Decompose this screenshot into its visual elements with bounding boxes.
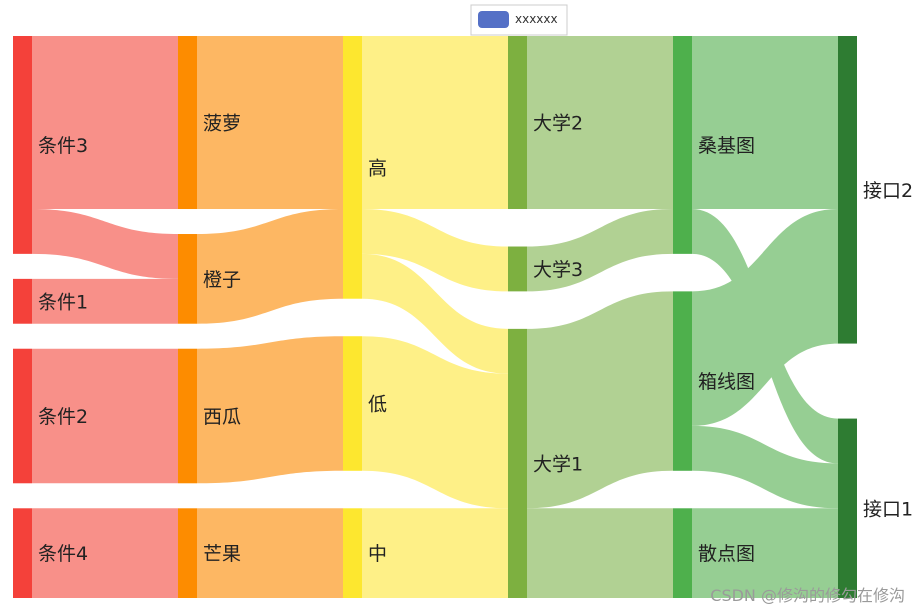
sankey-link[interactable] [692,209,838,426]
watermark: CSDN @修沟的修勾在修沟 [710,586,905,605]
sankey-link[interactable] [32,278,178,324]
sankey-links [32,36,838,598]
sankey-link[interactable] [32,348,178,484]
sankey-link[interactable] [692,425,838,509]
sankey-link[interactable] [362,36,508,210]
sankey-node-label: 大学1 [533,453,583,475]
sankey-link[interactable] [197,36,343,210]
sankey-node-label: 高 [368,157,387,179]
sankey-node-label: 低 [368,394,387,416]
sankey-node[interactable] [508,328,527,598]
sankey-node[interactable] [838,36,857,344]
sankey-link[interactable] [362,508,508,598]
sankey-node-label: 条件4 [38,543,88,565]
sankey-node-label: 菠萝 [203,113,241,135]
sankey-link[interactable] [197,508,343,598]
sankey-link[interactable] [362,336,508,509]
sankey-node[interactable] [508,36,527,210]
sankey-node[interactable] [178,348,197,484]
sankey-node-label: 西瓜 [203,406,241,428]
sankey-link[interactable] [527,36,673,210]
sankey-link[interactable] [692,36,838,210]
sankey-node[interactable] [13,278,32,324]
sankey-link[interactable] [527,508,673,598]
sankey-node-label: 橙子 [203,269,241,291]
sankey-node[interactable] [13,508,32,598]
sankey-node-label: 中 [368,543,387,565]
sankey-node-label: 接口2 [863,180,913,202]
sankey-node[interactable] [343,336,362,471]
legend-swatch[interactable] [478,11,509,28]
sankey-node-label: 散点图 [698,543,755,565]
sankey-link[interactable] [197,336,343,484]
sankey-node-label: 箱线图 [698,371,755,393]
sankey-node-label: 大学3 [533,259,583,281]
sankey-node-label: 桑基图 [698,135,755,157]
sankey-link[interactable] [32,209,178,279]
sankey-node[interactable] [673,36,692,254]
sankey-node[interactable] [838,418,857,598]
sankey-node[interactable] [673,291,692,471]
sankey-link[interactable] [32,36,178,210]
sankey-node[interactable] [13,36,32,254]
sankey-node-label: 条件3 [38,135,88,157]
sankey-node-label: 大学2 [533,113,583,135]
sankey-node[interactable] [178,234,197,324]
sankey-nodes [13,36,857,598]
sankey-link[interactable] [362,209,508,292]
sankey-node-label: 接口1 [863,498,913,520]
sankey-link[interactable] [527,209,673,292]
sankey-node-label: 芒果 [203,543,241,565]
sankey-link[interactable] [362,253,508,374]
sankey-link[interactable] [527,291,673,509]
sankey-node[interactable] [673,508,692,598]
sankey-node-label: 条件2 [38,406,88,428]
sankey-node[interactable] [343,36,362,299]
sankey-node-label: 条件1 [38,291,88,313]
legend[interactable]: xxxxxx [470,4,568,36]
sankey-node[interactable] [13,348,32,484]
sankey-node[interactable] [178,508,197,598]
legend-label[interactable]: xxxxxx [515,12,558,26]
sankey-node[interactable] [508,246,527,292]
sankey-node[interactable] [178,36,197,210]
sankey-link[interactable] [197,209,343,324]
sankey-node[interactable] [343,508,362,598]
sankey-link[interactable] [692,508,838,598]
sankey-link[interactable] [32,508,178,598]
